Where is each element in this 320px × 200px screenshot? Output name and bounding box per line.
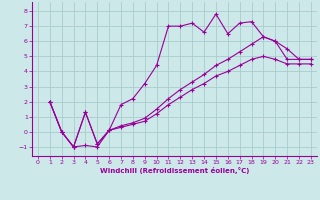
X-axis label: Windchill (Refroidissement éolien,°C): Windchill (Refroidissement éolien,°C) bbox=[100, 167, 249, 174]
